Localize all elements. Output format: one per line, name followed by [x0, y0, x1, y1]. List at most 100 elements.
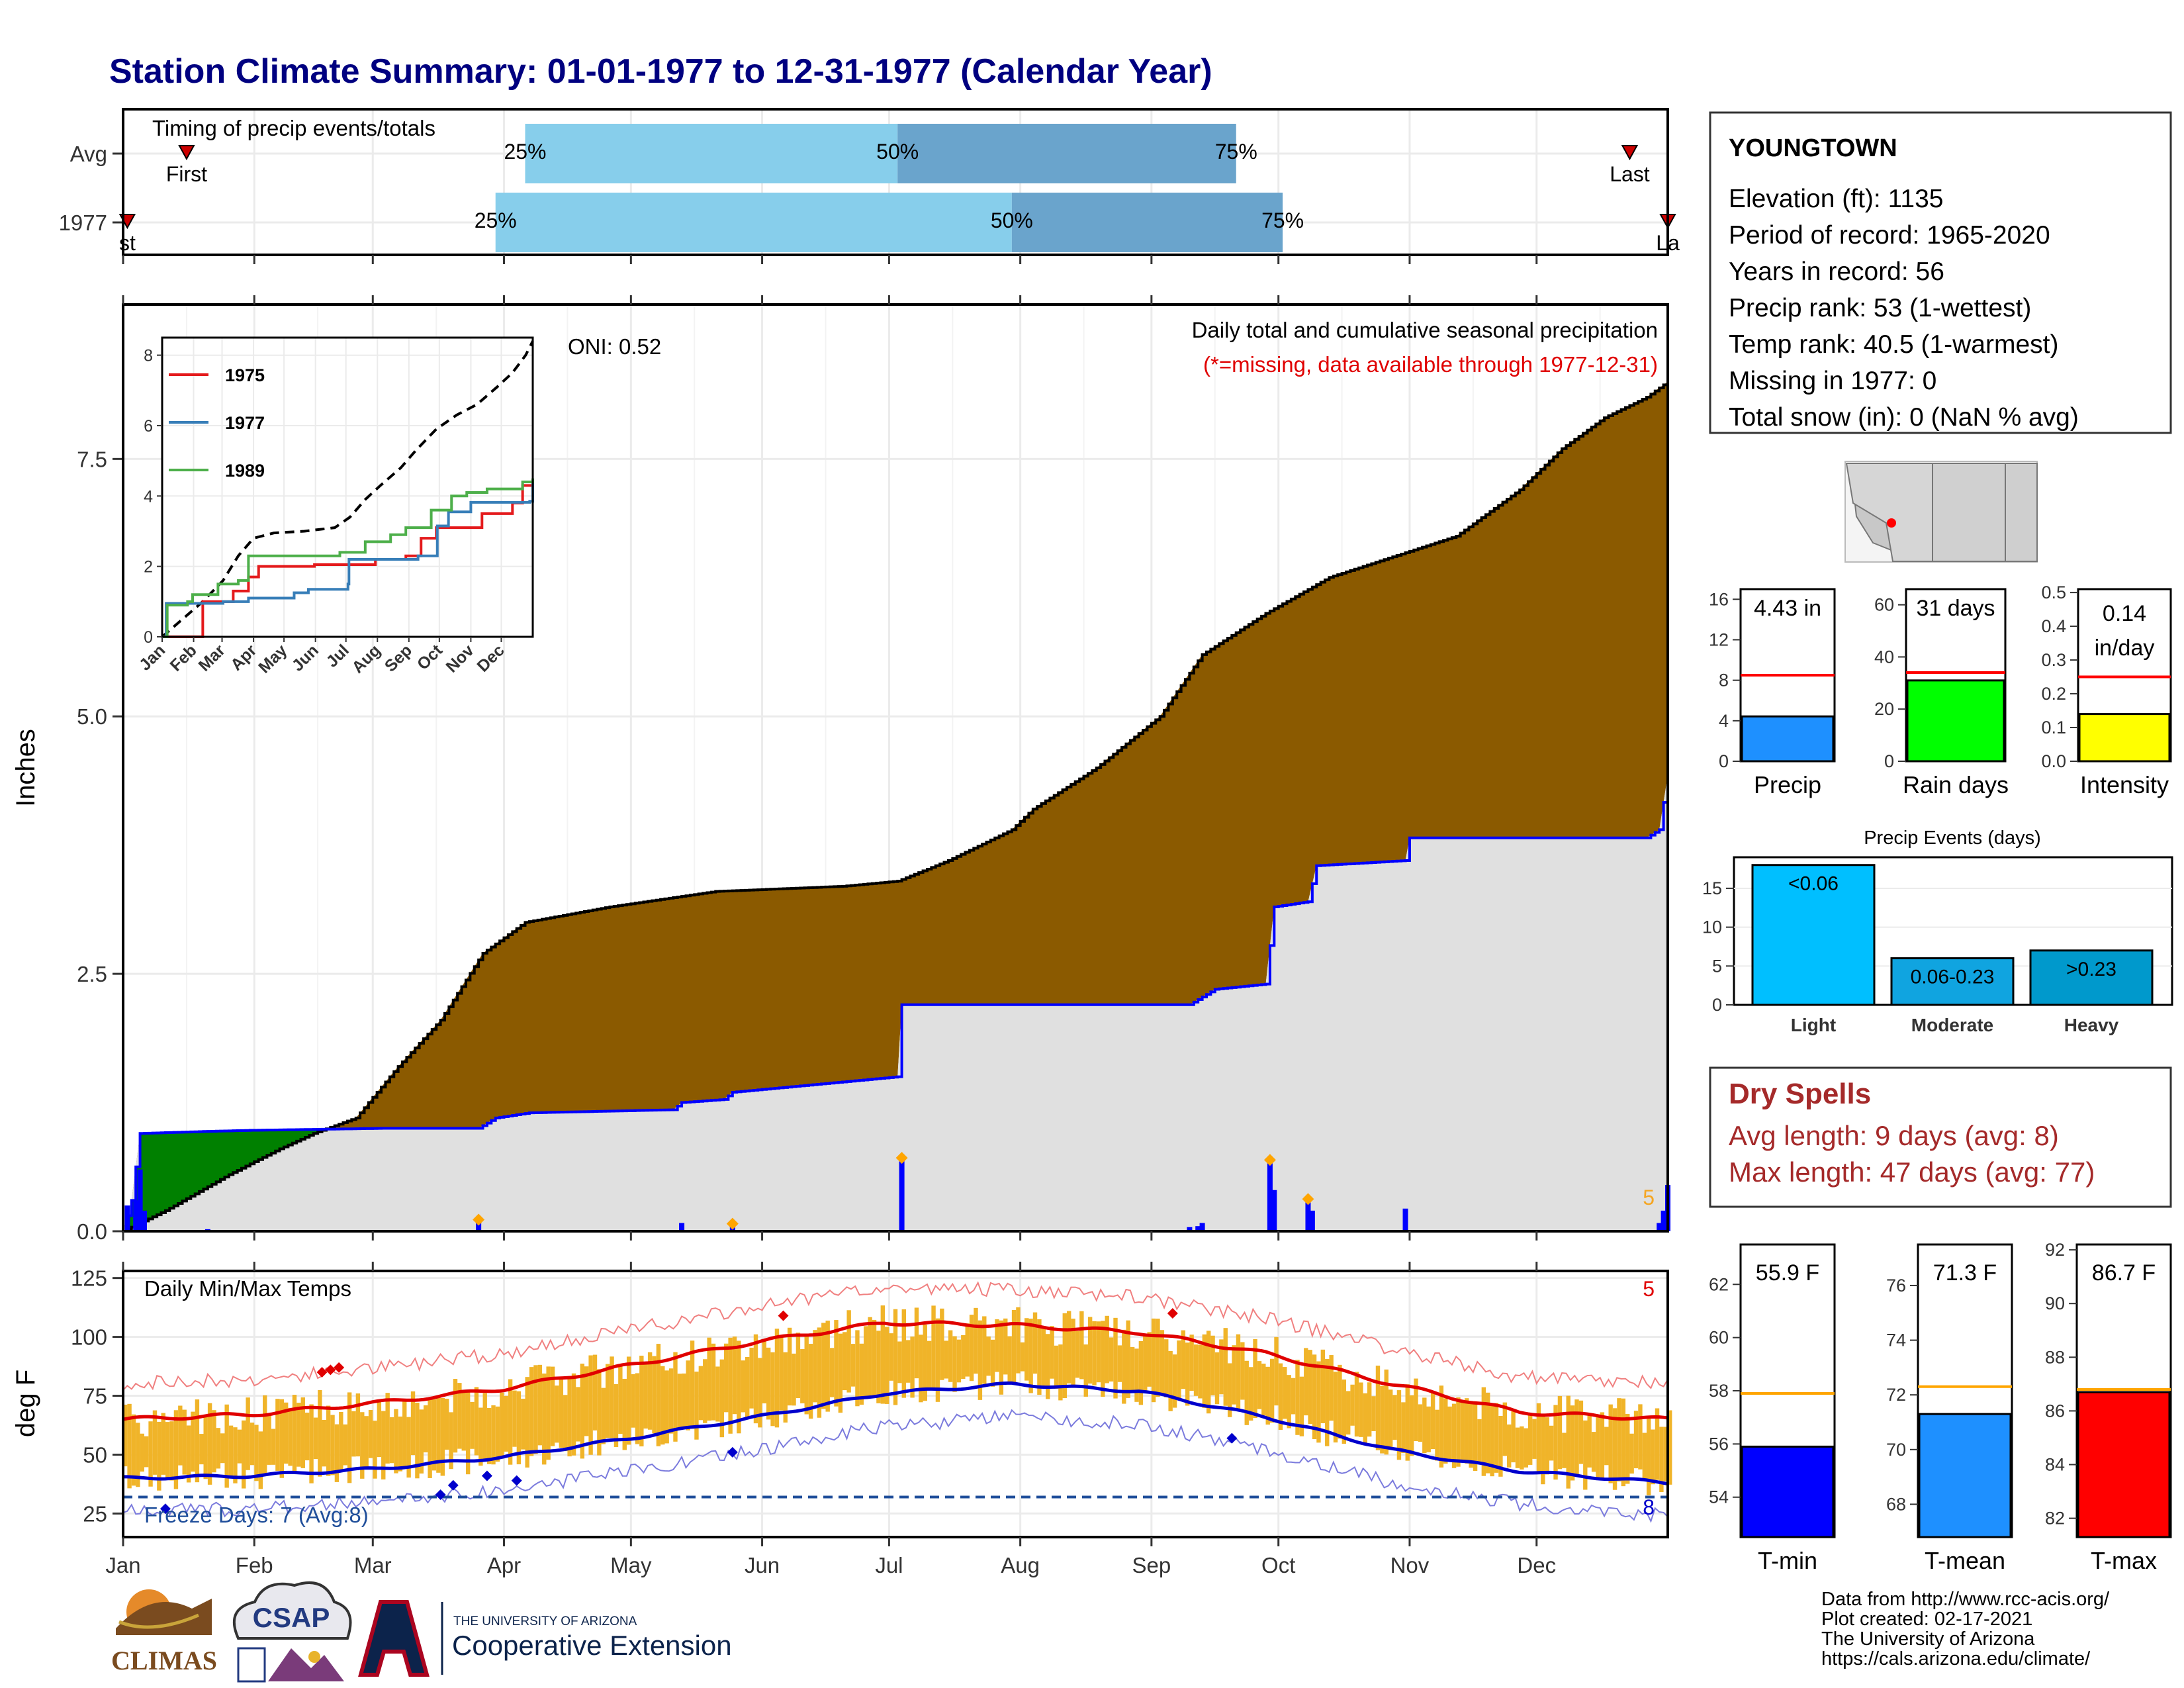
month-label: Oct [1261, 1553, 1295, 1577]
daily-temp-bar [944, 1340, 948, 1379]
daily-temp-bar [537, 1364, 543, 1446]
daily-temp-bar [563, 1395, 568, 1452]
daily-precip-bar [1195, 1226, 1201, 1231]
dry-spells-box: Dry Spells Avg length: 9 days (avg: 8) Max… [1709, 1066, 2172, 1208]
temp-panel-label: Daily Min/Max Temps [144, 1276, 351, 1301]
daily-temp-bar [592, 1354, 598, 1430]
daily-temp-bar [749, 1347, 754, 1409]
timing-pct-75: 75% [1261, 209, 1304, 232]
daily-temp-bar [821, 1323, 826, 1409]
daily-temp-bar [1494, 1403, 1499, 1473]
station-name: YOUNGTOWN [1729, 134, 1897, 162]
daily-temp-bar [1422, 1397, 1427, 1454]
temp-bar-T-mean [1918, 1413, 2012, 1538]
daily-temp-bar [584, 1366, 589, 1436]
daily-temp-bar [859, 1343, 864, 1405]
temp-bar-name: T-min [1758, 1547, 1817, 1574]
timing-bar-q1 [525, 124, 898, 183]
temp-bar-T-min [1741, 1445, 1835, 1538]
daily-temp-bar [525, 1377, 529, 1468]
daily-temp-bar [974, 1307, 978, 1374]
daily-temp-bar [1515, 1427, 1520, 1468]
inset-xtick: Oct [414, 641, 447, 674]
temp-bar-ytick: 84 [2045, 1455, 2065, 1475]
daily-temp-bar [1612, 1408, 1617, 1490]
timing-bar-q2 [897, 124, 1236, 183]
temp-bar-ytick: 74 [1886, 1331, 1906, 1350]
daily-temp-bar [588, 1355, 593, 1455]
daily-temp-bar [1342, 1379, 1347, 1444]
station-box-frame [1709, 111, 2172, 434]
daily-temp-bar [728, 1337, 733, 1434]
daily-temp-bar [1168, 1350, 1173, 1411]
daily-temp-bar [275, 1399, 280, 1471]
daily-temp-bar [703, 1359, 707, 1423]
daily-temp-bar [1557, 1395, 1563, 1470]
daily-temp-bar [144, 1436, 149, 1468]
daily-precip-bar [137, 1169, 143, 1231]
summary-bar-name: Precip [1754, 771, 1821, 798]
daily-temp-bar [1253, 1338, 1257, 1418]
daily-temp-bar [639, 1355, 644, 1447]
daily-temp-bar [931, 1305, 936, 1389]
daily-temp-bar [838, 1333, 843, 1413]
daily-temp-bar [711, 1343, 716, 1421]
daily-temp-bar [381, 1411, 386, 1479]
daily-temp-bar [296, 1403, 301, 1467]
daily-temp-bar [1401, 1402, 1406, 1454]
daily-temp-bar [1058, 1344, 1063, 1401]
temp-bar-ytick: 60 [1709, 1328, 1729, 1348]
daily-temp-bar [1350, 1384, 1355, 1426]
daily-temp-bar [1587, 1413, 1592, 1468]
daily-precip-bar [1305, 1200, 1311, 1231]
daily-temp-bar [804, 1333, 809, 1415]
daily-temp-bar [1092, 1321, 1097, 1385]
daily-temp-bar [1287, 1375, 1291, 1429]
daily-temp-bar [1041, 1327, 1046, 1386]
daily-temp-bar [1198, 1344, 1203, 1399]
dry-spells-title: Dry Spells [1729, 1078, 1871, 1110]
daily-temp-bar [783, 1352, 788, 1423]
summary-ytick: 20 [1874, 699, 1894, 719]
station-info-line: Temp rank: 40.5 (1-warmest) [1729, 330, 2059, 359]
daily-temp-bar [673, 1352, 678, 1442]
daily-temp-bar [385, 1393, 390, 1464]
csap-logo-text: CSAP [253, 1602, 330, 1633]
daily-temp-bar [1625, 1413, 1630, 1484]
daily-temp-bar [347, 1392, 352, 1483]
daily-temp-bar [614, 1383, 619, 1447]
station-info-line: Precip rank: 53 (1-wettest) [1729, 294, 2031, 322]
avg-max-line [122, 1320, 1668, 1421]
events-ytick: 15 [1702, 878, 1722, 898]
daily-temp-bar [1621, 1398, 1626, 1487]
daily-temp-bar [961, 1335, 966, 1380]
daily-temp-bar [1083, 1344, 1088, 1397]
daily-temp-bar [169, 1421, 174, 1481]
daily-temp-bar [1020, 1342, 1025, 1372]
daily-temp-bar [322, 1419, 326, 1467]
daily-temp-bar [364, 1416, 369, 1468]
daily-temp-bar [258, 1431, 263, 1489]
daily-temp-bar [1375, 1366, 1381, 1450]
daily-temp-bar [707, 1337, 711, 1421]
timing-pct-50: 50% [876, 140, 919, 164]
daily-temp-bar [1046, 1334, 1050, 1399]
daily-temp-bar [1079, 1311, 1084, 1380]
daily-temp-bar [1087, 1317, 1093, 1384]
daily-precip-bar [1657, 1223, 1662, 1231]
precip-caption-missing: (*=missing, data available through 1977-… [1203, 352, 1658, 377]
daily-temp-bar [500, 1392, 504, 1459]
daily-temp-bar [1299, 1376, 1304, 1436]
daily-temp-bar [1668, 1410, 1672, 1485]
heavy-event-marker [895, 1152, 908, 1164]
last-event-marker [1621, 145, 1639, 161]
inset-xtick: Sep [381, 641, 416, 675]
month-label: May [610, 1553, 652, 1577]
daily-temp-bar [428, 1397, 432, 1478]
state-shape-nm [1932, 463, 2006, 562]
temp-value-label: 71.3 F [1933, 1260, 1997, 1286]
last-event-label: Last [1610, 162, 1650, 186]
daily-temp-bar [948, 1330, 953, 1382]
summary-ytick: 0.0 [2041, 751, 2066, 771]
